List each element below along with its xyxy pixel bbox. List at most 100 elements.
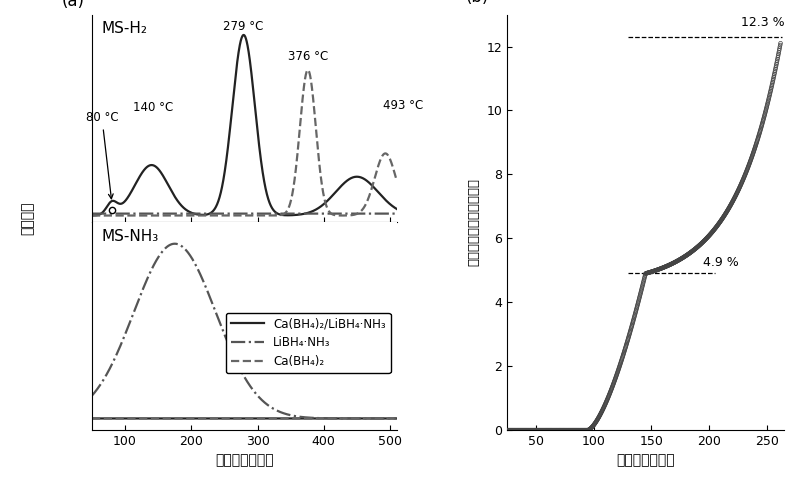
Point <box>509 426 522 434</box>
Point <box>736 178 749 186</box>
Point <box>596 407 609 415</box>
Point <box>774 41 786 49</box>
Point <box>729 193 742 201</box>
Point <box>585 424 598 432</box>
Point <box>630 308 642 315</box>
Point <box>694 241 706 248</box>
Point <box>715 216 728 224</box>
Point <box>681 251 694 259</box>
Point <box>522 426 534 434</box>
Point <box>673 256 686 264</box>
Point <box>730 191 742 199</box>
Point <box>578 426 590 434</box>
Point <box>687 246 700 254</box>
Point <box>582 426 595 434</box>
Point <box>763 93 776 101</box>
Point <box>720 208 733 216</box>
Point <box>754 126 766 134</box>
Point <box>559 426 572 434</box>
Point <box>624 326 637 334</box>
Point <box>692 243 705 250</box>
Point <box>550 426 562 434</box>
Point <box>598 402 610 410</box>
Point <box>552 426 565 434</box>
Point <box>589 419 602 427</box>
Point <box>678 253 690 260</box>
Point <box>598 401 611 409</box>
Point <box>598 403 610 411</box>
Point <box>594 411 606 418</box>
Point <box>534 426 546 434</box>
Point <box>695 239 708 247</box>
Point <box>726 198 739 206</box>
Point <box>746 149 759 157</box>
Point <box>505 426 518 434</box>
Point <box>576 426 589 434</box>
Point <box>551 426 564 434</box>
Point <box>716 215 729 223</box>
Point <box>663 261 676 269</box>
Point <box>634 290 647 297</box>
Point <box>591 416 604 423</box>
Point <box>690 243 703 251</box>
Point <box>770 64 782 71</box>
Point <box>575 426 588 434</box>
Point <box>766 80 778 87</box>
Point <box>738 171 751 179</box>
Point <box>665 260 678 268</box>
Point <box>512 426 525 434</box>
Point <box>518 426 531 434</box>
Point <box>697 238 710 246</box>
Point <box>756 121 769 128</box>
Point <box>646 268 658 276</box>
Point <box>690 244 702 252</box>
Point <box>737 175 750 183</box>
Point <box>532 426 545 434</box>
Point <box>606 382 619 390</box>
Point <box>754 124 767 132</box>
Point <box>654 265 666 273</box>
Point <box>563 426 576 434</box>
X-axis label: 温度（摄氏度）: 温度（摄氏度） <box>215 453 274 468</box>
Point <box>531 426 544 434</box>
Point <box>611 368 624 376</box>
Point <box>726 199 738 207</box>
Point <box>739 170 752 177</box>
Point <box>633 294 646 301</box>
Point <box>518 426 530 434</box>
Point <box>675 255 688 262</box>
Point <box>755 122 768 129</box>
Point <box>536 426 549 434</box>
Point <box>561 426 574 434</box>
Point <box>652 266 665 274</box>
Point <box>599 400 612 408</box>
Point <box>520 426 533 434</box>
Point <box>730 189 743 197</box>
Point <box>618 349 630 357</box>
Point <box>618 347 631 355</box>
Point <box>706 228 718 236</box>
Point <box>590 418 602 426</box>
Point <box>519 426 532 434</box>
Point <box>650 266 663 274</box>
Point <box>597 405 610 413</box>
Point <box>657 264 670 272</box>
Point <box>603 390 616 398</box>
Point <box>664 260 677 268</box>
Point <box>518 426 531 434</box>
Point <box>628 312 641 320</box>
Point <box>558 426 570 434</box>
Point <box>639 270 652 278</box>
Point <box>697 238 710 245</box>
Point <box>586 424 598 432</box>
Point <box>686 247 698 255</box>
Point <box>513 426 526 434</box>
Point <box>574 426 586 434</box>
Point <box>524 426 537 434</box>
Point <box>692 243 705 250</box>
Point <box>743 159 756 167</box>
Point <box>538 426 551 434</box>
Point <box>504 426 517 434</box>
Point <box>539 426 552 434</box>
Point <box>654 265 667 273</box>
